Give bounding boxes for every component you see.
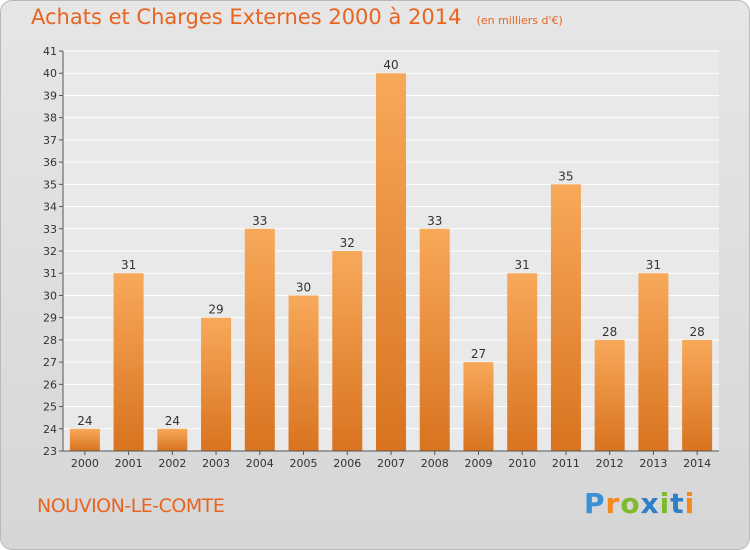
brand-letter: o bbox=[620, 487, 641, 520]
x-tick-label: 2008 bbox=[421, 457, 449, 470]
y-tick-label: 38 bbox=[43, 112, 57, 125]
chart-title-row: Achats et Charges Externes 2000 à 2014 (… bbox=[31, 5, 563, 29]
data-label: 24 bbox=[77, 414, 92, 428]
data-label: 28 bbox=[689, 325, 704, 339]
bar bbox=[201, 317, 232, 451]
y-tick-label: 33 bbox=[43, 223, 57, 236]
x-tick-label: 2007 bbox=[377, 457, 405, 470]
data-label: 27 bbox=[471, 347, 486, 361]
data-label: 33 bbox=[427, 214, 442, 228]
bar bbox=[69, 428, 100, 451]
brand-letter: x bbox=[640, 487, 660, 520]
y-tick-label: 39 bbox=[43, 89, 57, 102]
bar bbox=[682, 339, 713, 451]
x-tick-label: 2001 bbox=[115, 457, 143, 470]
brand-logo: Proxiti bbox=[584, 487, 695, 520]
bar bbox=[550, 184, 581, 452]
y-tick-label: 25 bbox=[43, 401, 57, 414]
x-tick-label: 2004 bbox=[246, 457, 274, 470]
y-tick-label: 31 bbox=[43, 267, 57, 280]
y-tick-label: 34 bbox=[43, 201, 57, 214]
data-label: 33 bbox=[252, 214, 267, 228]
bar bbox=[507, 273, 538, 451]
chart-title: Achats et Charges Externes 2000 à 2014 bbox=[31, 5, 462, 29]
y-tick-labels: 23 24 25 26 27 28 29 30 31 32 33 34 35 36 37 38 39 40 41 bbox=[43, 45, 57, 458]
data-label: 30 bbox=[296, 280, 311, 294]
x-tick-label: 2009 bbox=[464, 457, 492, 470]
y-tick-label: 27 bbox=[43, 356, 57, 369]
bars bbox=[69, 73, 713, 452]
x-tick-label: 2013 bbox=[639, 457, 667, 470]
y-tick-label: 28 bbox=[43, 334, 57, 347]
bar bbox=[157, 428, 188, 451]
brand-letter: r bbox=[605, 487, 621, 520]
x-tick-labels: 2000 2001 2002 2003 2004 2005 2006 2007 2008 2009… bbox=[71, 457, 711, 470]
x-tick-label: 2012 bbox=[596, 457, 624, 470]
bar bbox=[463, 362, 494, 451]
bar bbox=[288, 295, 319, 451]
y-tick-label: 29 bbox=[43, 312, 57, 325]
data-label: 24 bbox=[165, 414, 180, 428]
x-tick-label: 2005 bbox=[290, 457, 318, 470]
data-label: 31 bbox=[121, 258, 136, 272]
y-tick-label: 23 bbox=[43, 445, 57, 458]
data-label: 29 bbox=[208, 303, 223, 317]
data-label: 31 bbox=[515, 258, 530, 272]
x-tick-label: 2014 bbox=[683, 457, 711, 470]
bar bbox=[376, 73, 406, 451]
brand-letter: i bbox=[684, 487, 696, 520]
x-tick-label: 2006 bbox=[333, 457, 361, 470]
brand-letter: t bbox=[670, 487, 685, 520]
y-tick-label: 36 bbox=[43, 156, 57, 169]
y-tick-label: 35 bbox=[43, 178, 57, 191]
data-label: 32 bbox=[340, 236, 355, 250]
bar-chart: 23 24 25 26 27 28 29 30 31 32 33 34 35 36 37 38 39 40 41 2… bbox=[43, 45, 719, 470]
brand-letter: i bbox=[659, 487, 671, 520]
data-labels: 24 31 24 29 33 30 32 40 33 27 31 35 28 31 28 bbox=[77, 58, 705, 428]
x-tick-label: 2011 bbox=[552, 457, 580, 470]
axes bbox=[62, 51, 719, 455]
x-tick-label: 2000 bbox=[71, 457, 99, 470]
bar bbox=[638, 273, 669, 451]
y-tick-label: 41 bbox=[43, 45, 57, 58]
x-tick-label: 2010 bbox=[508, 457, 536, 470]
y-tick-label: 24 bbox=[43, 423, 57, 436]
chart-subtitle: (en milliers d'€) bbox=[476, 14, 563, 27]
bar bbox=[594, 339, 625, 451]
data-label: 31 bbox=[646, 258, 661, 272]
y-tick-label: 30 bbox=[43, 289, 57, 302]
y-tick-label: 40 bbox=[43, 67, 57, 80]
y-tick-label: 26 bbox=[43, 378, 57, 391]
bar bbox=[332, 251, 363, 451]
brand-letter: P bbox=[584, 487, 606, 520]
location-name: NOUVION-LE-COMTE bbox=[37, 495, 225, 517]
data-label: 40 bbox=[383, 58, 398, 72]
bar bbox=[419, 228, 450, 451]
x-tick-label: 2002 bbox=[158, 457, 186, 470]
bar bbox=[244, 228, 275, 451]
x-tick-label: 2003 bbox=[202, 457, 230, 470]
y-tick-label: 37 bbox=[43, 134, 57, 147]
data-label: 35 bbox=[558, 169, 573, 183]
data-label: 28 bbox=[602, 325, 617, 339]
y-tick-label: 32 bbox=[43, 245, 57, 258]
bar bbox=[113, 273, 144, 451]
